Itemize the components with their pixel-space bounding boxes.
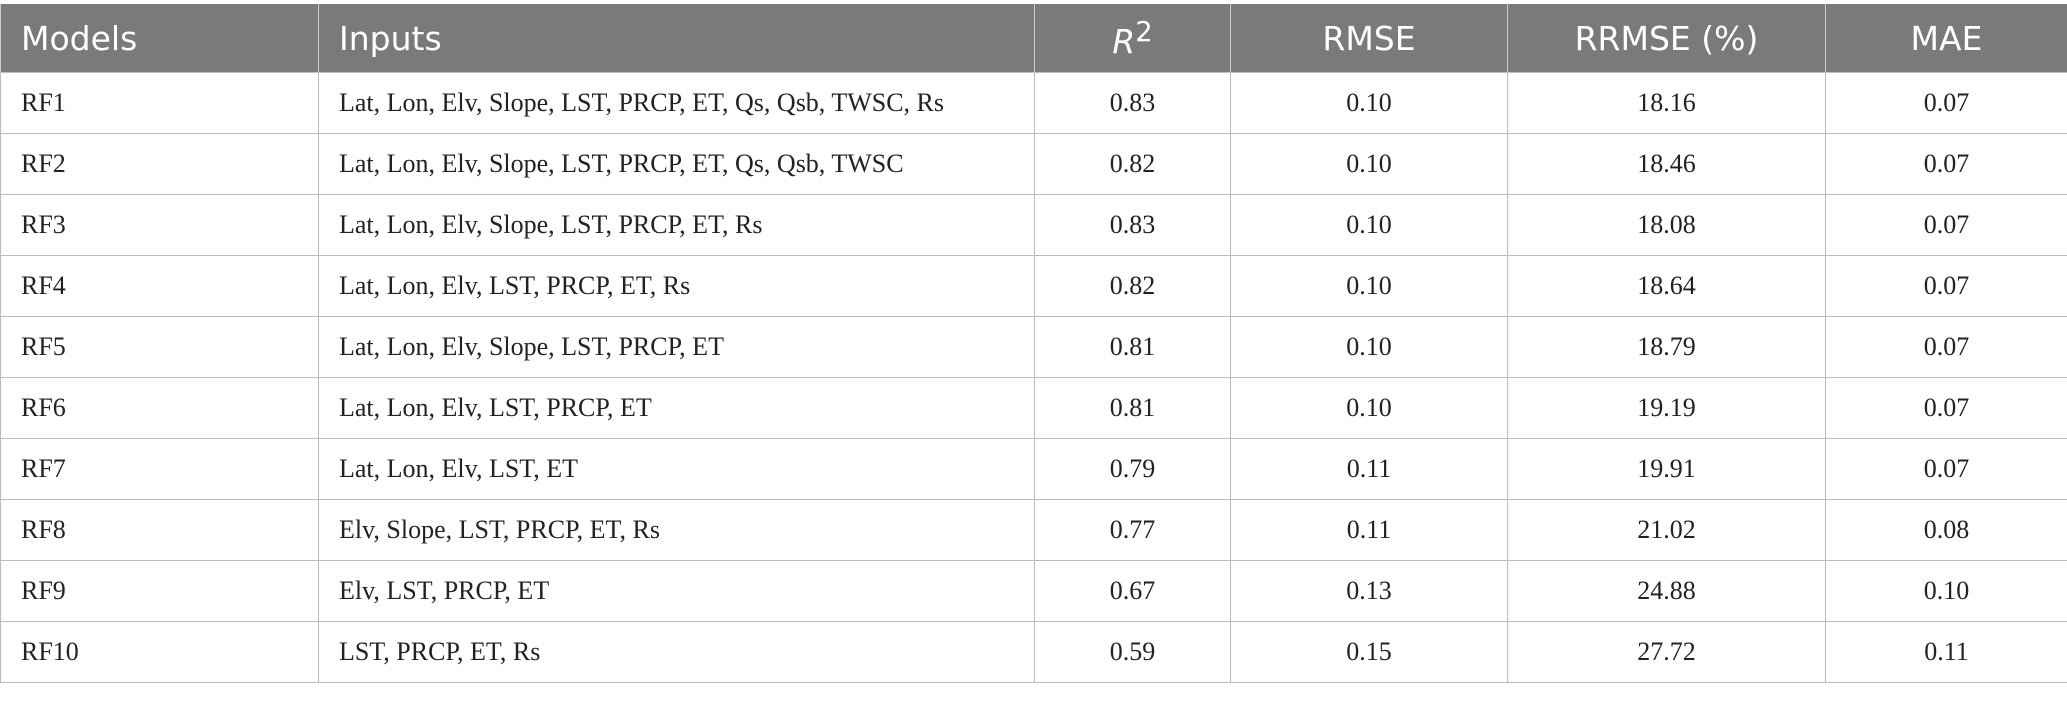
cell-rrmse: 24.88 [1507, 560, 1826, 622]
results-table-container: Models Inputs R2 RMSE RRMSE (%) MAE RF1 L… [0, 4, 2067, 683]
cell-rmse: 0.10 [1230, 255, 1508, 317]
cell-r2: 0.82 [1034, 133, 1231, 195]
cell-rmse: 0.10 [1230, 133, 1508, 195]
cell-rrmse: 18.46 [1507, 133, 1826, 195]
cell-inputs: Elv, LST, PRCP, ET [318, 560, 1035, 622]
cell-mae: 0.08 [1825, 499, 2067, 561]
cell-r2: 0.59 [1034, 621, 1231, 683]
table-row: RF2 Lat, Lon, Elv, Slope, LST, PRCP, ET, … [0, 133, 2067, 195]
header-r2: R2 [1034, 4, 1231, 73]
table-row: RF3 Lat, Lon, Elv, Slope, LST, PRCP, ET, … [0, 194, 2067, 256]
cell-rrmse: 27.72 [1507, 621, 1826, 683]
cell-model: RF3 [0, 194, 319, 256]
cell-rmse: 0.10 [1230, 316, 1508, 378]
table-row: RF9 Elv, LST, PRCP, ET 0.67 0.13 24.88 0.10 [0, 560, 2067, 622]
cell-mae: 0.07 [1825, 255, 2067, 317]
cell-mae: 0.07 [1825, 316, 2067, 378]
cell-mae: 0.07 [1825, 377, 2067, 439]
cell-inputs: LST, PRCP, ET, Rs [318, 621, 1035, 683]
cell-rrmse: 18.79 [1507, 316, 1826, 378]
header-r2-superscript: 2 [1135, 15, 1153, 48]
cell-rrmse: 18.08 [1507, 194, 1826, 256]
cell-r2: 0.77 [1034, 499, 1231, 561]
table-row: RF7 Lat, Lon, Elv, LST, ET 0.79 0.11 19.91 0.… [0, 438, 2067, 500]
cell-mae: 0.11 [1825, 621, 2067, 683]
cell-mae: 0.10 [1825, 560, 2067, 622]
cell-rrmse: 18.64 [1507, 255, 1826, 317]
cell-model: RF1 [0, 72, 319, 134]
results-table: Models Inputs R2 RMSE RRMSE (%) MAE RF1 L… [0, 4, 2067, 683]
cell-mae: 0.07 [1825, 72, 2067, 134]
cell-r2: 0.79 [1034, 438, 1231, 500]
header-rmse: RMSE [1230, 4, 1508, 73]
cell-model: RF6 [0, 377, 319, 439]
cell-r2: 0.81 [1034, 377, 1231, 439]
cell-r2: 0.82 [1034, 255, 1231, 317]
header-rrmse: RRMSE (%) [1507, 4, 1826, 73]
header-inputs: Inputs [318, 4, 1035, 73]
cell-rrmse: 18.16 [1507, 72, 1826, 134]
cell-inputs: Lat, Lon, Elv, LST, PRCP, ET [318, 377, 1035, 439]
cell-rmse: 0.11 [1230, 438, 1508, 500]
cell-r2: 0.67 [1034, 560, 1231, 622]
cell-inputs: Lat, Lon, Elv, Slope, LST, PRCP, ET, Rs [318, 194, 1035, 256]
cell-mae: 0.07 [1825, 438, 2067, 500]
cell-model: RF7 [0, 438, 319, 500]
table-row: RF5 Lat, Lon, Elv, Slope, LST, PRCP, ET 0.… [0, 316, 2067, 378]
cell-inputs: Lat, Lon, Elv, Slope, LST, PRCP, ET, Qs,… [318, 72, 1035, 134]
table-row: RF8 Elv, Slope, LST, PRCP, ET, Rs 0.77 0.11… [0, 499, 2067, 561]
cell-r2: 0.81 [1034, 316, 1231, 378]
header-mae: MAE [1825, 4, 2067, 73]
table-header: Models Inputs R2 RMSE RRMSE (%) MAE [0, 4, 2067, 73]
cell-rmse: 0.11 [1230, 499, 1508, 561]
cell-model: RF5 [0, 316, 319, 378]
cell-rrmse: 19.91 [1507, 438, 1826, 500]
table-body: RF1 Lat, Lon, Elv, Slope, LST, PRCP, ET, … [0, 72, 2067, 683]
cell-model: RF2 [0, 133, 319, 195]
cell-rmse: 0.10 [1230, 72, 1508, 134]
cell-model: RF8 [0, 499, 319, 561]
cell-r2: 0.83 [1034, 194, 1231, 256]
cell-inputs: Elv, Slope, LST, PRCP, ET, Rs [318, 499, 1035, 561]
cell-rmse: 0.10 [1230, 377, 1508, 439]
cell-mae: 0.07 [1825, 133, 2067, 195]
header-row: Models Inputs R2 RMSE RRMSE (%) MAE [0, 4, 2067, 73]
cell-r2: 0.83 [1034, 72, 1231, 134]
cell-inputs: Lat, Lon, Elv, Slope, LST, PRCP, ET [318, 316, 1035, 378]
table-row: RF10 LST, PRCP, ET, Rs 0.59 0.15 27.72 0.11 [0, 621, 2067, 683]
cell-rmse: 0.13 [1230, 560, 1508, 622]
cell-model: RF4 [0, 255, 319, 317]
cell-rrmse: 21.02 [1507, 499, 1826, 561]
cell-rmse: 0.15 [1230, 621, 1508, 683]
table-row: RF4 Lat, Lon, Elv, LST, PRCP, ET, Rs 0.82 0… [0, 255, 2067, 317]
cell-model: RF10 [0, 621, 319, 683]
cell-model: RF9 [0, 560, 319, 622]
cell-rmse: 0.10 [1230, 194, 1508, 256]
header-models: Models [0, 4, 319, 73]
header-r2-base: R [1112, 21, 1136, 61]
table-row: RF6 Lat, Lon, Elv, LST, PRCP, ET 0.81 0.10 1… [0, 377, 2067, 439]
cell-inputs: Lat, Lon, Elv, LST, ET [318, 438, 1035, 500]
cell-mae: 0.07 [1825, 194, 2067, 256]
cell-rrmse: 19.19 [1507, 377, 1826, 439]
cell-inputs: Lat, Lon, Elv, LST, PRCP, ET, Rs [318, 255, 1035, 317]
cell-inputs: Lat, Lon, Elv, Slope, LST, PRCP, ET, Qs,… [318, 133, 1035, 195]
table-row: RF1 Lat, Lon, Elv, Slope, LST, PRCP, ET, … [0, 72, 2067, 134]
